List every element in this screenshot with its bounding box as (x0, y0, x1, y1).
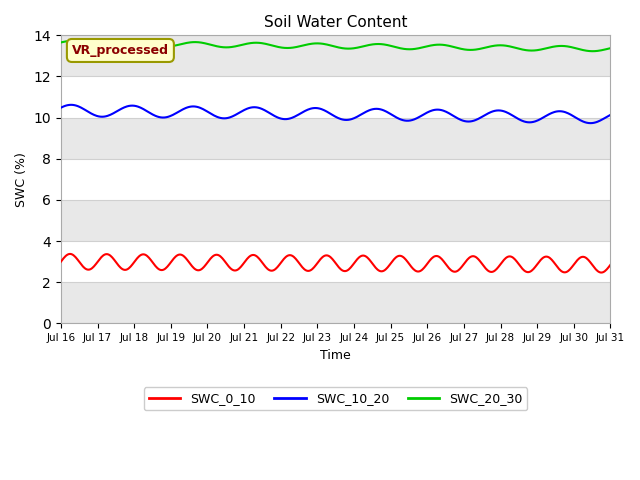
X-axis label: Time: Time (320, 348, 351, 362)
Text: VR_processed: VR_processed (72, 44, 169, 57)
Bar (61, 118, 611, 159)
Bar (61, 36, 611, 76)
Bar (61, 200, 611, 241)
Legend: SWC_0_10, SWC_10_20, SWC_20_30: SWC_0_10, SWC_10_20, SWC_20_30 (144, 387, 527, 410)
Title: Soil Water Content: Soil Water Content (264, 15, 408, 30)
Y-axis label: SWC (%): SWC (%) (15, 152, 28, 207)
Bar (61, 282, 611, 324)
